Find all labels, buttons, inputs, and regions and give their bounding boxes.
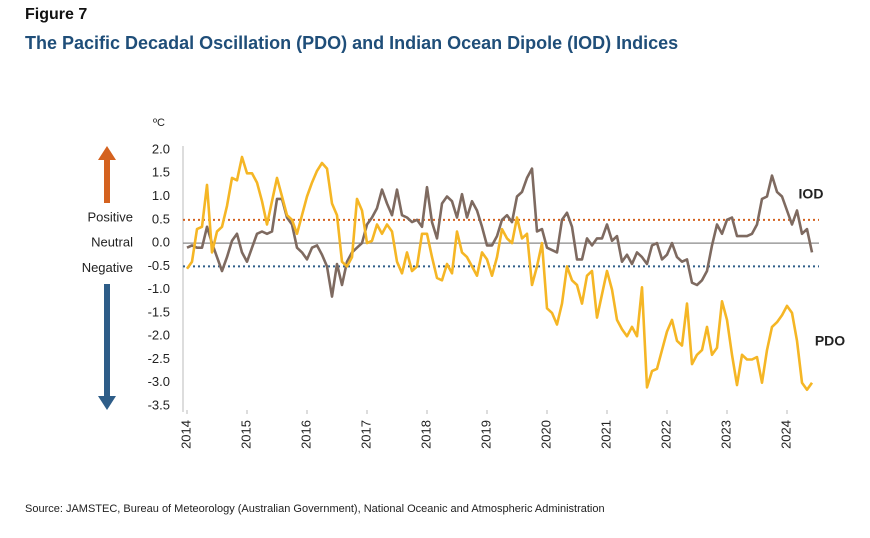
x-tick-label: 2015	[238, 420, 253, 449]
threshold-label: Positive	[87, 209, 133, 224]
y-tick-label: 1.0	[152, 188, 170, 203]
y-tick-label: -0.5	[148, 258, 170, 273]
x-tick-label: 2022	[658, 420, 673, 449]
y-tick-label: -3.5	[148, 397, 170, 412]
threshold-label: Negative	[82, 260, 133, 275]
y-tick-label: 0.0	[152, 235, 170, 250]
y-tick-label: -2.5	[148, 351, 170, 366]
series-line	[185, 155, 814, 391]
x-tick-label: 2018	[418, 420, 433, 449]
y-tick-label: -2.0	[148, 328, 170, 343]
x-tick-label: 2020	[538, 420, 553, 449]
chart-title: The Pacific Decadal Oscillation (PDO) an…	[25, 33, 678, 53]
y-tick-label: 1.5	[152, 165, 170, 180]
series-label: PDO	[815, 333, 845, 349]
y-tick-label: -1.5	[148, 304, 170, 319]
x-tick-label: 2019	[478, 420, 493, 449]
y-tick-label: 2.0	[152, 141, 170, 156]
source: Source: JAMSTEC, Bureau of Meteorology (…	[25, 503, 605, 515]
threshold-label: Neutral	[91, 235, 133, 250]
y-tick-label: -1.0	[148, 281, 170, 296]
x-tick-label: 2021	[598, 420, 613, 449]
y-tick-label: -3.0	[148, 374, 170, 389]
x-tick-label: 2024	[778, 420, 793, 449]
x-tick-label: 2023	[718, 420, 733, 449]
x-tick-label: 2014	[178, 420, 193, 449]
figure-label: Figure 7	[25, 6, 87, 23]
series-line	[186, 167, 814, 298]
down-arrow	[98, 284, 116, 410]
x-tick-label: 2016	[298, 420, 313, 449]
x-tick-label: 2017	[358, 420, 373, 449]
series-label: IOD	[799, 186, 824, 202]
up-arrow	[98, 146, 116, 203]
y-unit: ºC	[153, 117, 165, 129]
y-tick-label: 0.5	[152, 211, 170, 226]
